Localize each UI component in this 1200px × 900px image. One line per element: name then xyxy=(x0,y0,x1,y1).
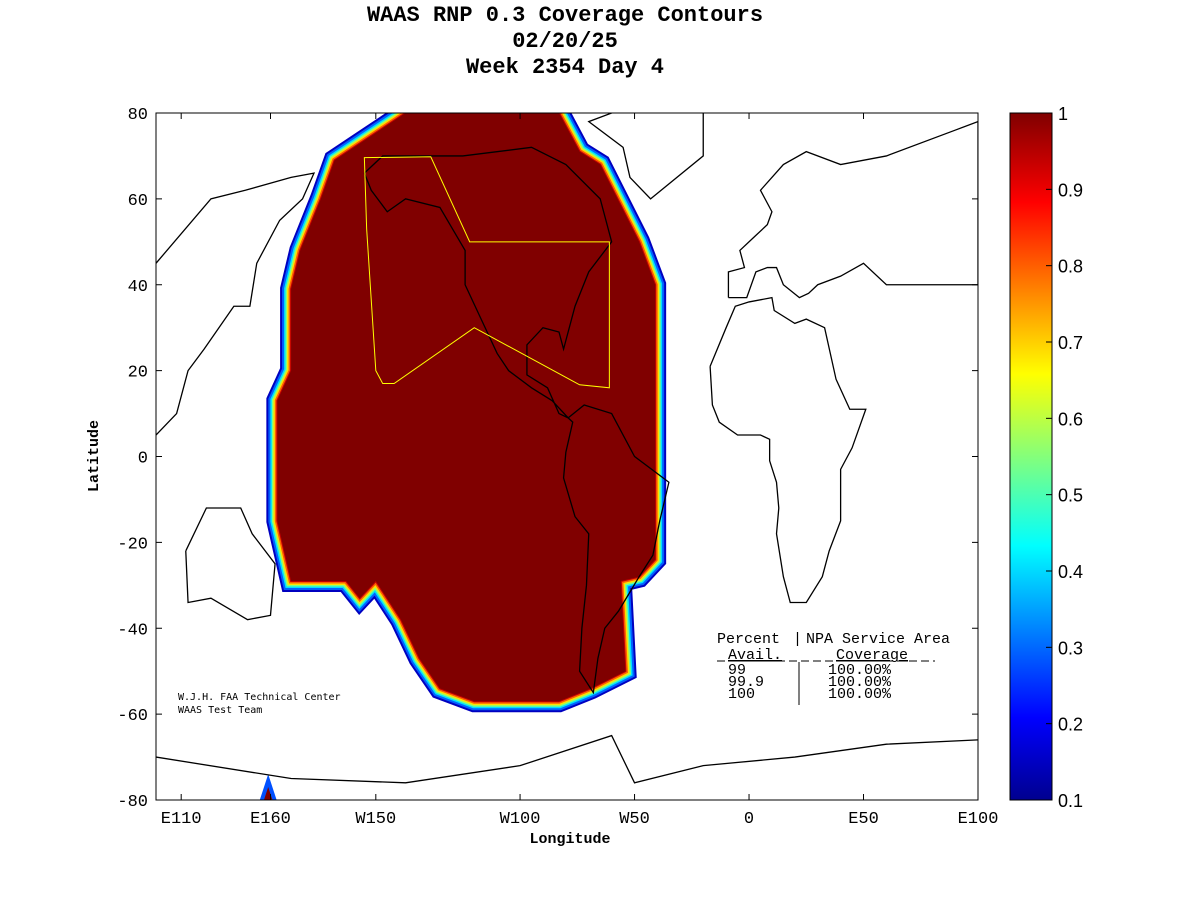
credit-text: W.J.H. FAA Technical Center xyxy=(178,692,341,703)
coastline-south-america xyxy=(562,404,670,695)
table-header-coverage: Coverage xyxy=(836,647,908,664)
colorbar-tick-label: 0.7 xyxy=(1058,333,1083,353)
colorbar-tick-label: 0.2 xyxy=(1058,715,1083,735)
colorbar-tick-label: 0.3 xyxy=(1058,638,1083,658)
x-tick-label: E50 xyxy=(848,810,879,829)
credit-text: WAAS Test Team xyxy=(178,705,262,716)
x-tick-label: W150 xyxy=(355,810,396,829)
colorbar-tick-label: 0.6 xyxy=(1058,409,1083,429)
y-tick-label: 60 xyxy=(128,192,148,211)
x-tick-label: E160 xyxy=(250,810,291,829)
coverage-region-antarctic xyxy=(259,774,277,800)
coastline-australia xyxy=(185,507,276,621)
table-cell-avail: 99 xyxy=(728,662,746,679)
coverage-region-100pct xyxy=(277,113,656,702)
table-header-avail: Avail. xyxy=(728,647,782,664)
y-tick-label: -60 xyxy=(117,707,148,726)
table-cell-coverage: 100.00% xyxy=(828,686,892,703)
coastline-europe xyxy=(727,120,978,299)
colorbar-tick-label: 0.1 xyxy=(1058,791,1083,811)
colorbar-tick-label: 0.4 xyxy=(1058,562,1083,582)
chart-title-line: 02/20/25 xyxy=(512,29,618,54)
chart-title-line: Week 2354 Day 4 xyxy=(466,55,664,80)
colorbar-tick-label: 0.8 xyxy=(1058,257,1083,277)
coastline-asia-pacific xyxy=(156,172,316,436)
y-tick-label: 20 xyxy=(128,364,148,383)
x-tick-label: E100 xyxy=(958,810,999,829)
x-tick-label: E110 xyxy=(161,810,202,829)
chart-title-line: WAAS RNP 0.3 Coverage Contours xyxy=(367,3,763,28)
x-axis-label: Longitude xyxy=(529,831,610,848)
y-tick-label: -40 xyxy=(117,621,148,640)
table-cell-coverage: 100.00% xyxy=(828,674,892,691)
colorbar-tick-label: 0.5 xyxy=(1058,486,1083,506)
waas-service-area-outline xyxy=(363,156,610,389)
table-header-npa: NPA Service Area xyxy=(806,631,950,648)
table-header-percent: Percent xyxy=(717,631,780,648)
coastline-antarctica xyxy=(156,734,978,784)
table-cell-avail: 99.9 xyxy=(728,674,764,691)
y-tick-label: 80 xyxy=(128,106,148,125)
coastline-north-america xyxy=(363,146,613,419)
y-tick-label: 0 xyxy=(138,450,148,469)
table-cell-coverage: 100.00% xyxy=(828,662,892,679)
x-tick-label: 0 xyxy=(744,810,754,829)
table-cell-avail: 100 xyxy=(728,686,755,703)
x-tick-label: W50 xyxy=(619,810,650,829)
coastline-africa xyxy=(709,296,867,604)
colorbar-tick-label: 0.9 xyxy=(1058,180,1083,200)
table-header-sep: | xyxy=(793,631,802,648)
y-tick-label: -80 xyxy=(117,793,148,812)
x-tick-label: W100 xyxy=(500,810,541,829)
colorbar-scale xyxy=(1009,112,1053,801)
y-tick-label: -20 xyxy=(117,535,148,554)
y-tick-label: 40 xyxy=(128,278,148,297)
coastline-greenland xyxy=(587,113,704,200)
colorbar-tick-label: 1 xyxy=(1058,104,1068,124)
y-axis-label: Latitude xyxy=(86,420,103,492)
